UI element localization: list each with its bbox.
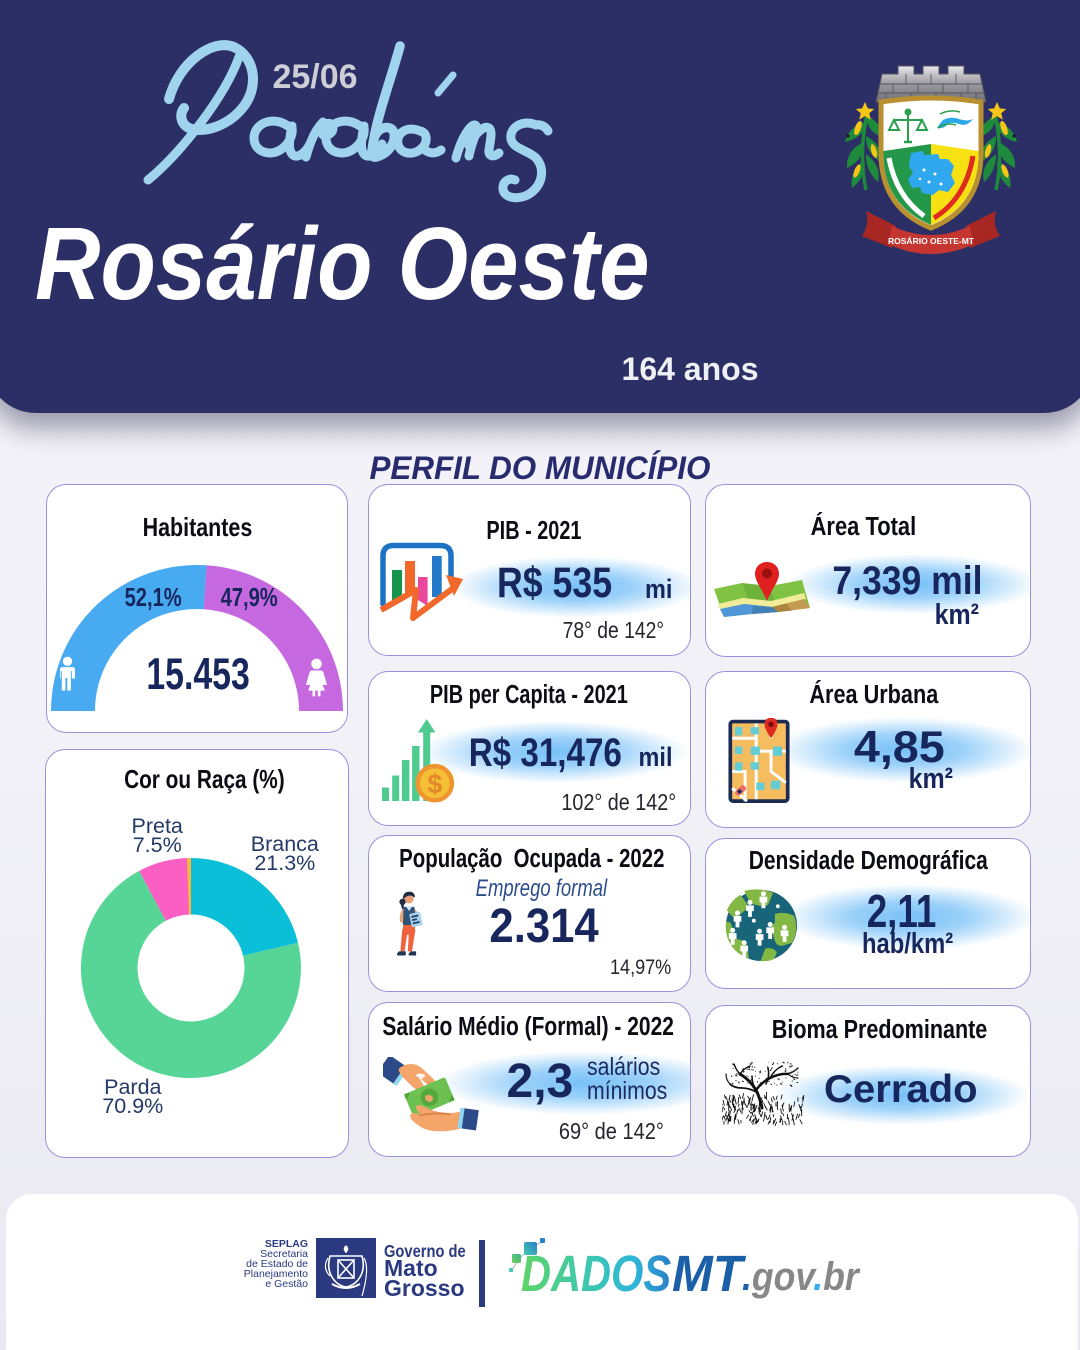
svg-text:ROSÁRIO OESTE-MT: ROSÁRIO OESTE-MT [888, 236, 975, 246]
svg-text:$: $ [427, 769, 442, 799]
